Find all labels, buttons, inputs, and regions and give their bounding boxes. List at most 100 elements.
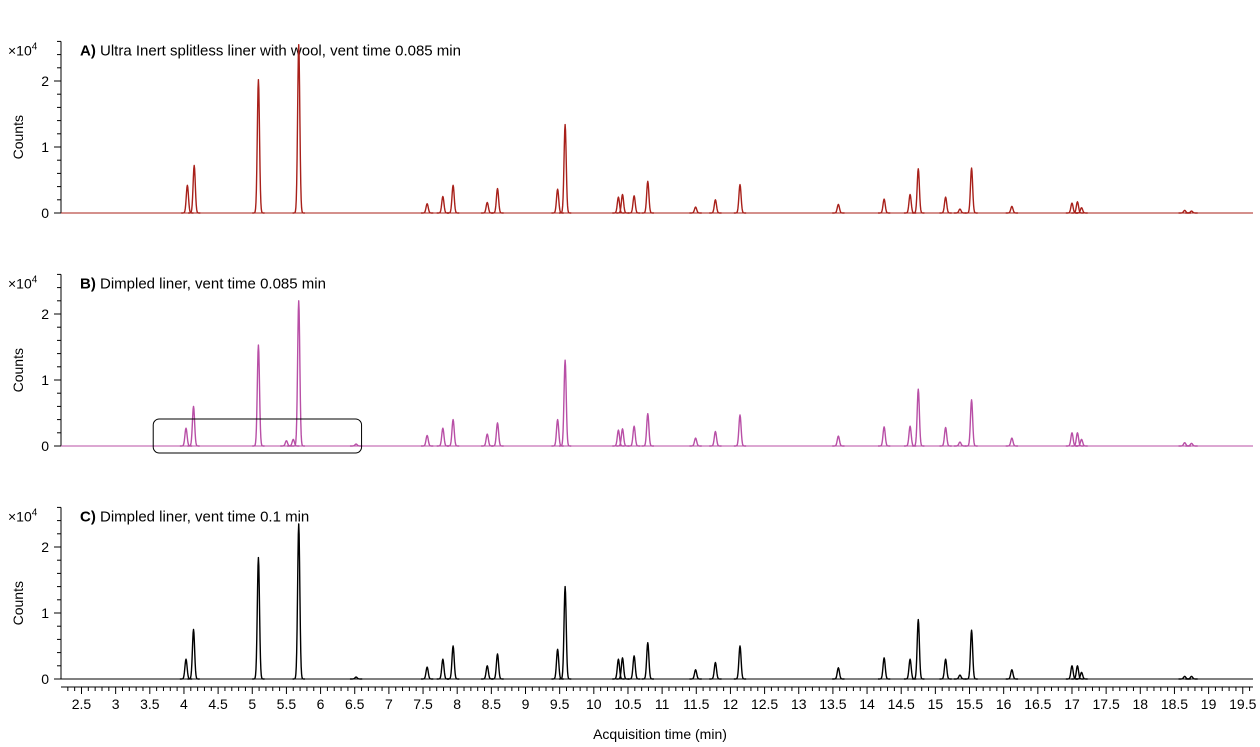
peak [641, 642, 655, 680]
peak [480, 665, 494, 680]
panel-letter: C) [80, 508, 100, 525]
x-tick-label: 6.5 [345, 696, 365, 712]
x-tick-label: 7 [385, 696, 393, 712]
peak [616, 193, 629, 214]
peak [733, 645, 747, 680]
x-tick-label: 6 [317, 696, 325, 712]
peak [187, 164, 201, 214]
y-axis-title: Counts [10, 348, 26, 392]
peak [831, 203, 845, 214]
y-tick-label: 2 [41, 73, 49, 89]
x-tick-label: 9.5 [550, 696, 570, 712]
peak [903, 658, 917, 680]
peak [877, 198, 891, 214]
peak [939, 426, 953, 447]
x-tick-label: 18 [1133, 696, 1149, 712]
panel-title-text: Ultra Inert splitless liner with wool, v… [100, 42, 461, 59]
x-tick-label: 19.5 [1229, 696, 1256, 712]
peak [708, 430, 722, 447]
peak [349, 443, 363, 447]
peak [939, 196, 953, 214]
peak [1071, 201, 1084, 214]
y-tick-label: 0 [41, 205, 49, 221]
y-multiplier-exponent: 4 [32, 41, 38, 52]
peak [480, 433, 494, 447]
highlight-box [152, 418, 363, 454]
peak [708, 661, 722, 680]
peak [292, 523, 306, 680]
x-tick-label: 8.5 [482, 696, 502, 712]
peak [611, 658, 625, 680]
peak [558, 123, 572, 214]
peak [1005, 205, 1019, 214]
peak [627, 425, 641, 447]
peak [446, 418, 460, 447]
peak [877, 426, 891, 447]
x-tick-label: 11.5 [683, 696, 709, 712]
peak [611, 196, 625, 214]
peak [616, 428, 629, 447]
y-tick-label: 2 [41, 306, 49, 322]
peak [558, 359, 572, 447]
y-tick-label: 1 [41, 605, 49, 621]
peak [1071, 432, 1084, 447]
x-axis: 2.5 3 3.5 4 4.5 5 5.5 6 6.5 7 7.5 8 8.5 9 9.5 10 10.5 11 1… [61, 686, 1257, 712]
x-tick-label: 12 [723, 696, 739, 712]
panel-letter: A) [80, 42, 100, 59]
y-axis-title: Counts [10, 581, 26, 625]
y-multiplier-label: ×104 [8, 507, 38, 524]
x-tick-label: 5 [248, 696, 256, 712]
x-tick-label: 15.5 [956, 696, 983, 712]
peak [953, 441, 967, 447]
peak [251, 78, 265, 214]
peak [641, 412, 655, 447]
peak [491, 422, 504, 447]
peak [1075, 207, 1088, 214]
peak [689, 206, 703, 214]
peak [1185, 675, 1198, 680]
panel-1: 0 1 2×104 Counts A) Ultra Inert splitless li… [8, 40, 1253, 221]
peak [251, 344, 265, 447]
y-tick-label: 0 [41, 671, 49, 687]
peak [491, 187, 504, 214]
y-tick-label: 0 [41, 438, 49, 454]
peak [420, 203, 434, 214]
x-tick-label: 12.5 [751, 696, 778, 712]
peak [436, 427, 450, 447]
peak [251, 556, 265, 680]
peak [616, 657, 629, 680]
peak [180, 184, 194, 214]
x-tick-label: 3.5 [140, 696, 160, 712]
y-multiplier-label: ×104 [8, 41, 38, 58]
x-tick-label: 17.5 [1093, 696, 1120, 712]
peak [708, 199, 722, 214]
x-tick-label: 11 [655, 696, 670, 712]
peak [877, 657, 891, 680]
y-tick-label: 1 [41, 139, 49, 155]
y-multiplier-label: ×104 [8, 274, 38, 291]
peak [491, 653, 504, 680]
panel-title: C) Dimpled liner, vent time 0.1 min [80, 508, 309, 525]
peak [1075, 438, 1088, 447]
y-axis-title: Counts [10, 115, 26, 159]
peak [420, 666, 434, 680]
x-tick-label: 16 [996, 696, 1012, 712]
panel-title-text: Dimpled liner, vent time 0.085 min [100, 275, 326, 292]
peak [558, 585, 572, 680]
x-tick-label: 7.5 [413, 696, 433, 712]
peak [903, 425, 917, 447]
x-tick-label: 2.5 [72, 696, 92, 712]
y-tick-label: 2 [41, 539, 49, 555]
peak [641, 180, 655, 214]
peak [1075, 671, 1088, 680]
peak [831, 667, 845, 680]
panel-3: 0 1 2×104 Counts C) Dimpled liner, vent time… [8, 506, 1253, 687]
x-tick-label: 10.5 [614, 696, 641, 712]
x-tick-label: 4.5 [208, 696, 228, 712]
y-tick-label: 1 [41, 372, 49, 388]
peak [733, 414, 747, 447]
x-tick-label: 3 [112, 696, 120, 712]
x-tick-label: 13.5 [819, 696, 846, 712]
peak [420, 434, 434, 447]
